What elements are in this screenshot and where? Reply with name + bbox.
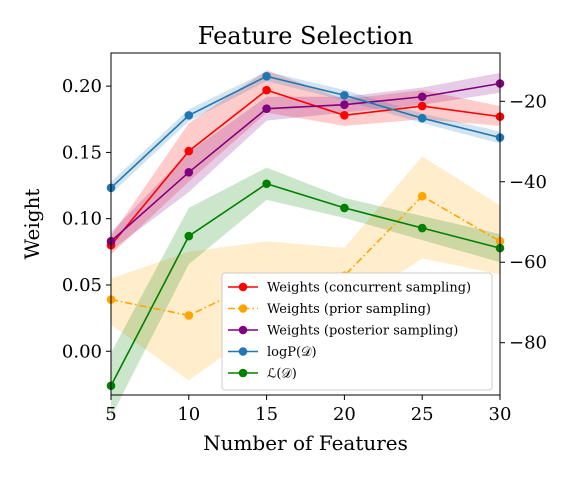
x-tick-label-20: 20: [333, 404, 356, 425]
point-prior-10: [184, 311, 194, 320]
legend: Weights (concurrent sampling) Weights (pr…: [221, 272, 493, 391]
point-posterior-10: [184, 168, 194, 177]
y2-axis-ticks: −20 −40 −60 −80: [500, 91, 547, 354]
y-axis-label: Weight: [20, 189, 44, 260]
legend-label-concurrent: Weights (concurrent sampling): [267, 281, 471, 296]
y-tick-label-0.20: 0.20: [62, 76, 102, 97]
point-elbo-10: [184, 231, 194, 241]
y2-tick-label--40: −40: [509, 172, 547, 193]
band-concurrent: [111, 70, 500, 255]
legend-label-logp: logP(𝒟): [267, 345, 317, 360]
plot-frame: [110, 52, 501, 396]
x-tick-label-15: 15: [255, 404, 278, 425]
legend-box: [221, 272, 493, 391]
legend-marker-logp: [238, 347, 248, 356]
chart-title: Feature Selection: [198, 22, 413, 50]
line-logp: [110, 75, 501, 189]
point-prior-25: [417, 191, 427, 201]
y-tick-label-0.05: 0.05: [62, 275, 102, 296]
y-axis-ticks: 0.00 0.05 0.10 0.15 0.20: [62, 76, 111, 362]
band-logp: [111, 71, 500, 194]
x-tick-label-30: 30: [489, 404, 512, 425]
line-concurrent: [110, 89, 501, 246]
point-concurrent-20: [340, 111, 349, 120]
y2-tick-label--80: −80: [509, 333, 547, 354]
point-logp-10: [184, 111, 194, 120]
x-tick-label-25: 25: [411, 404, 434, 425]
x-axis-ticks: 5 10 15 20 25 30: [105, 395, 511, 425]
point-concurrent-10: [184, 146, 194, 156]
point-posterior-20: [340, 100, 349, 109]
point-logp-25: [417, 113, 427, 123]
line-posterior: [110, 82, 501, 242]
legend-label-posterior: Weights (posterior sampling): [267, 324, 458, 339]
legend-marker-posterior: [238, 325, 248, 335]
x-tick-label-5: 5: [105, 404, 116, 425]
legend-label-prior: Weights (prior sampling): [267, 302, 431, 317]
point-logp-20: [340, 90, 349, 100]
point-logp-15: [262, 72, 271, 81]
point-posterior-25: [417, 92, 427, 102]
legend-marker-prior: [238, 304, 248, 313]
y2-tick-label--60: −60: [509, 252, 547, 273]
x-tick-label-10: 10: [177, 404, 200, 425]
point-elbo-15: [262, 179, 271, 189]
band-elbo: [111, 167, 500, 418]
legend-label-elbo: ℒ(𝒟): [267, 367, 297, 382]
y-tick-label-0.10: 0.10: [62, 209, 102, 230]
x-axis-label: Number of Features: [203, 431, 408, 455]
y2-tick-label--20: −20: [509, 91, 547, 112]
legend-marker-elbo: [238, 368, 248, 378]
band-prior: [111, 156, 500, 381]
y-tick-label-0.15: 0.15: [62, 142, 102, 163]
legend-marker-concurrent: [238, 282, 248, 292]
point-concurrent-25: [417, 101, 427, 111]
point-posterior-15: [262, 104, 271, 113]
point-concurrent-15: [262, 85, 271, 95]
line-elbo: [110, 182, 501, 387]
point-elbo-25: [417, 223, 427, 233]
point-elbo-20: [340, 203, 349, 213]
y-tick-label-0.00: 0.00: [62, 341, 102, 362]
